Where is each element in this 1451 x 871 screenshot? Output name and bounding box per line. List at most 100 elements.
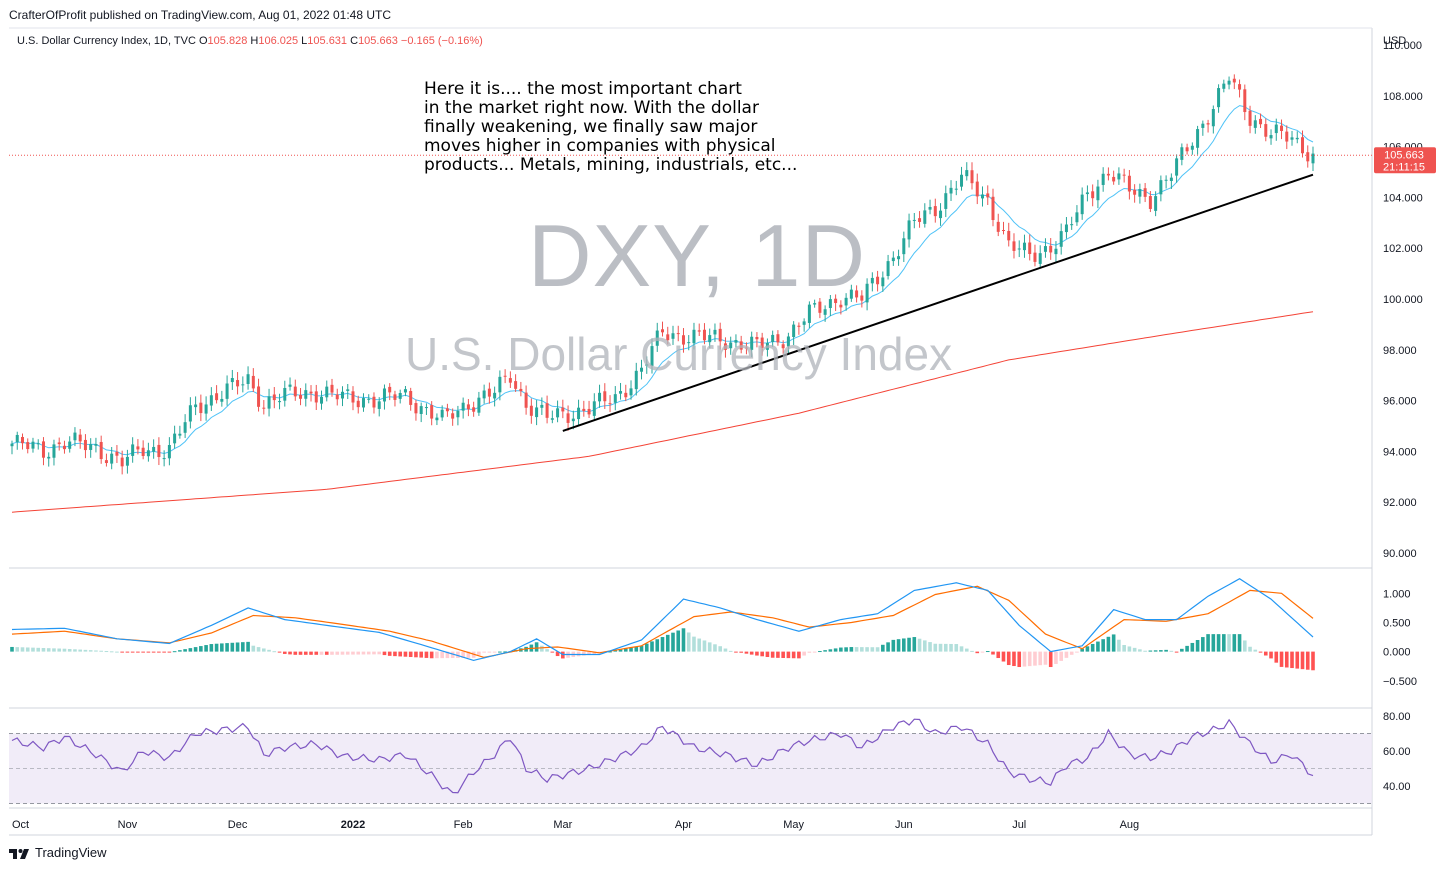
candle xyxy=(1295,131,1299,144)
candle xyxy=(1159,175,1163,202)
candle-body xyxy=(1112,176,1116,182)
macd-histogram-bar xyxy=(46,648,51,652)
candle-body xyxy=(1206,123,1210,125)
watermark-symbol: DXY, 1D xyxy=(528,206,866,305)
symbol-legend[interactable]: U.S. Dollar Currency Index, 1D, TVC O105… xyxy=(17,35,483,47)
candle-body xyxy=(807,304,811,323)
candle xyxy=(1196,125,1200,155)
macd-histogram-bar xyxy=(1216,634,1221,652)
candle-body xyxy=(881,277,885,287)
candle-body xyxy=(1133,189,1137,195)
candle-body xyxy=(1269,135,1273,139)
macd-histogram-bar xyxy=(891,639,896,652)
candle xyxy=(1274,118,1278,141)
candle xyxy=(309,385,313,402)
candle xyxy=(776,330,780,346)
macd-histogram-bar xyxy=(461,651,465,658)
candle-body xyxy=(57,442,61,445)
candle-body xyxy=(1217,88,1221,108)
candle-body xyxy=(78,434,82,442)
candle xyxy=(1007,222,1011,247)
macd-histogram-bar xyxy=(477,651,481,655)
macd-histogram-bar xyxy=(739,651,743,653)
macd-histogram-bar xyxy=(854,647,859,652)
rsi-line xyxy=(11,718,1314,794)
candle xyxy=(1185,143,1189,155)
candle-body xyxy=(1117,173,1121,180)
macd-histogram-bar xyxy=(340,651,345,655)
candle xyxy=(89,438,93,458)
price-tick-label: 104.000 xyxy=(1383,192,1423,204)
candle-body xyxy=(529,405,533,416)
candle-body xyxy=(1232,78,1236,83)
candle xyxy=(792,321,796,346)
candle-body xyxy=(729,342,733,349)
candle xyxy=(881,271,885,292)
last-price-tag xyxy=(1374,147,1436,174)
macd-histogram-bar xyxy=(393,651,397,657)
candle-body xyxy=(1180,147,1184,160)
trendline[interactable] xyxy=(562,173,1314,432)
candle-body xyxy=(178,433,182,436)
macd-histogram-bar xyxy=(62,648,67,652)
macd-tick-label: 0.500 xyxy=(1383,617,1411,629)
macd-histogram-bar xyxy=(1148,650,1153,652)
candle-body xyxy=(1022,242,1026,251)
candle-body xyxy=(1295,137,1299,140)
chart-annotation-text[interactable]: Here it is.... the most important chart … xyxy=(424,79,798,175)
candle xyxy=(220,390,224,407)
macd-histogram-bar xyxy=(172,651,177,653)
candle xyxy=(1211,105,1215,134)
candle-body xyxy=(120,457,124,467)
candle-body xyxy=(267,396,271,409)
candle-body xyxy=(603,391,607,402)
candle-body xyxy=(1007,230,1011,241)
price-axis[interactable]: USD110.000108.000106.000104.000102.00010… xyxy=(1383,35,1423,560)
candle-body xyxy=(199,402,203,414)
candle-body xyxy=(640,367,644,372)
candle-body xyxy=(1028,242,1032,255)
candle xyxy=(304,383,308,407)
low-label: L xyxy=(301,35,308,47)
candle-body xyxy=(209,395,213,406)
candle-body xyxy=(713,329,717,335)
candle xyxy=(587,400,591,419)
macd-histogram-bar xyxy=(104,651,109,653)
macd-histogram-bar xyxy=(246,641,250,652)
candle xyxy=(954,180,958,196)
macd-histogram-bar xyxy=(1195,640,1200,652)
time-tick-label: Oct xyxy=(12,819,29,831)
macd-histogram-bar xyxy=(943,643,948,652)
candle-body xyxy=(1290,137,1294,140)
rsi-tick-label: 80.00 xyxy=(1383,711,1411,723)
macd-histogram-bar xyxy=(629,647,633,652)
candle-body xyxy=(702,329,706,341)
candle xyxy=(797,322,801,335)
tradingview-brand[interactable]: TradingView xyxy=(9,845,107,860)
candle-body xyxy=(283,387,287,401)
macd-histogram-bar xyxy=(288,651,292,655)
macd-histogram-bar xyxy=(1227,634,1231,652)
candle-body xyxy=(335,394,339,400)
candle xyxy=(535,400,539,426)
candle-body xyxy=(650,346,654,366)
candle-body xyxy=(424,407,428,409)
candle-body xyxy=(194,404,198,408)
macd-tick-label: −0.500 xyxy=(1383,676,1417,688)
macd-histogram-bar xyxy=(429,651,434,659)
macd-histogram-bar xyxy=(73,649,77,652)
candle xyxy=(1049,238,1053,260)
publisher-line: CrafterOfProfit published on TradingView… xyxy=(9,8,391,22)
candle xyxy=(209,387,213,412)
candle xyxy=(456,405,460,426)
candle xyxy=(377,397,381,417)
candle xyxy=(503,369,507,384)
candle-body xyxy=(183,422,187,433)
macd-histogram-bar xyxy=(15,647,20,652)
macd-histogram-bar xyxy=(256,647,261,652)
macd-histogram-bar xyxy=(1122,645,1126,652)
macd-histogram-bar xyxy=(812,651,817,653)
candle xyxy=(839,300,843,315)
candle-body xyxy=(981,194,985,199)
